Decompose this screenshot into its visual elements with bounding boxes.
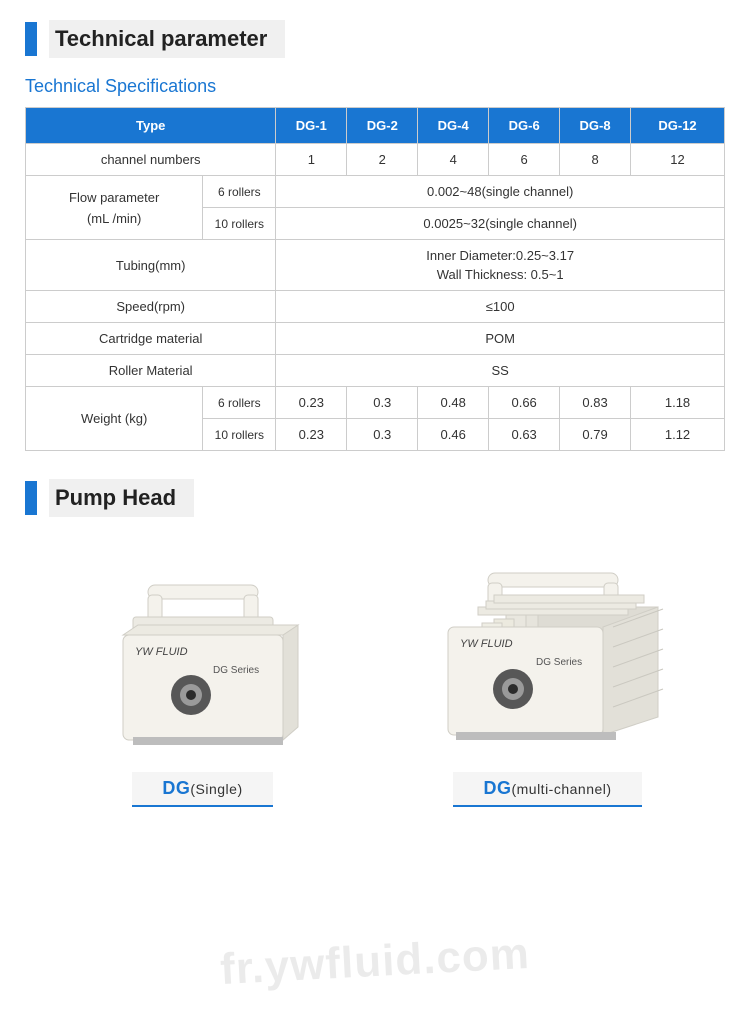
table-header-row: Type DG-1 DG-2 DG-4 DG-6 DG-8 DG-12 bbox=[26, 108, 725, 144]
cell-flow-10-sub: 10 rollers bbox=[203, 208, 276, 240]
pump-single: YW FLUID DG Series DG(Single) bbox=[63, 567, 343, 807]
pump-single-dg: DG bbox=[162, 778, 190, 798]
section-title-pump-head: Pump Head bbox=[49, 479, 194, 517]
th-dg6: DG-6 bbox=[489, 108, 560, 144]
blue-bar-icon bbox=[25, 22, 37, 56]
cell-w6-5: 0.83 bbox=[560, 387, 631, 419]
pump-series-text: DG Series bbox=[213, 665, 259, 676]
row-channel: channel numbers 1 2 4 6 8 12 bbox=[26, 144, 725, 176]
watermark-text: fr.ywfluid.com bbox=[219, 929, 531, 995]
cell-speed-label: Speed(rpm) bbox=[26, 291, 276, 323]
th-dg4: DG-4 bbox=[418, 108, 489, 144]
pump-series-text: DG Series bbox=[536, 657, 582, 668]
row-weight-6: Weight (kg) 6 rollers 0.23 0.3 0.48 0.66… bbox=[26, 387, 725, 419]
cell-flow-6-val: 0.002~48(single channel) bbox=[276, 176, 725, 208]
th-type: Type bbox=[26, 108, 276, 144]
row-speed: Speed(rpm) ≤100 bbox=[26, 291, 725, 323]
cell-w10-3: 0.46 bbox=[418, 419, 489, 451]
row-roller: Roller Material SS bbox=[26, 355, 725, 387]
section-header-pump-head: Pump Head bbox=[25, 479, 750, 517]
cell-flow-label: Flow parameter (mL /min) bbox=[26, 176, 203, 240]
cell-w6-2: 0.3 bbox=[347, 387, 418, 419]
cell-roller-val: SS bbox=[276, 355, 725, 387]
cell-flow-10-val: 0.0025~32(single channel) bbox=[276, 208, 725, 240]
cell-w10-2: 0.3 bbox=[347, 419, 418, 451]
cell-weight-10-sub: 10 rollers bbox=[203, 419, 276, 451]
pump-single-label: DG(Single) bbox=[132, 772, 272, 807]
th-dg8: DG-8 bbox=[560, 108, 631, 144]
pump-single-paren: (Single) bbox=[190, 781, 242, 797]
pump-images-row: YW FLUID DG Series DG(Single) bbox=[30, 567, 720, 807]
cell-cartridge-label: Cartridge material bbox=[26, 323, 276, 355]
cell-w10-1: 0.23 bbox=[276, 419, 347, 451]
cell-channel-4: 4 bbox=[418, 144, 489, 176]
pump-multi-paren: (multi-channel) bbox=[511, 781, 611, 797]
pump-multi-label: DG(multi-channel) bbox=[453, 772, 641, 807]
cell-cartridge-val: POM bbox=[276, 323, 725, 355]
spec-table: Type DG-1 DG-2 DG-4 DG-6 DG-8 DG-12 chan… bbox=[25, 107, 725, 451]
pump-brand-text: YW FLUID bbox=[135, 646, 188, 658]
th-dg12: DG-12 bbox=[631, 108, 725, 144]
th-dg2: DG-2 bbox=[347, 108, 418, 144]
cell-channel-8: 8 bbox=[560, 144, 631, 176]
cell-channel-1: 1 bbox=[276, 144, 347, 176]
flow-label-text: Flow parameter bbox=[30, 190, 198, 205]
pump-multi: YW FLUID DG Series DG(multi-channel) bbox=[408, 567, 688, 807]
cell-tubing-val: Inner Diameter:0.25~3.17 Wall Thickness:… bbox=[276, 240, 725, 291]
cell-tubing-label: Tubing(mm) bbox=[26, 240, 276, 291]
tubing-line2: Wall Thickness: 0.5~1 bbox=[280, 267, 720, 282]
pump-brand-text: YW FLUID bbox=[460, 638, 513, 650]
section-header-tech-param: Technical parameter bbox=[25, 20, 750, 58]
tubing-line1: Inner Diameter:0.25~3.17 bbox=[280, 248, 720, 263]
cell-speed-val: ≤100 bbox=[276, 291, 725, 323]
cell-flow-6-sub: 6 rollers bbox=[203, 176, 276, 208]
cell-channel-label: channel numbers bbox=[26, 144, 276, 176]
subtitle-tech-specs: Technical Specifications bbox=[25, 76, 750, 97]
row-tubing: Tubing(mm) Inner Diameter:0.25~3.17 Wall… bbox=[26, 240, 725, 291]
section-title-tech-param: Technical parameter bbox=[49, 20, 285, 58]
cell-weight-6-sub: 6 rollers bbox=[203, 387, 276, 419]
cell-w6-6: 1.18 bbox=[631, 387, 725, 419]
flow-unit-text: (mL /min) bbox=[30, 211, 198, 226]
cell-roller-label: Roller Material bbox=[26, 355, 276, 387]
cell-channel-12: 12 bbox=[631, 144, 725, 176]
pump-single-image: YW FLUID DG Series bbox=[93, 567, 313, 757]
cell-w10-4: 0.63 bbox=[489, 419, 560, 451]
row-cartridge: Cartridge material POM bbox=[26, 323, 725, 355]
cell-weight-label: Weight (kg) bbox=[26, 387, 203, 451]
cell-channel-6: 6 bbox=[489, 144, 560, 176]
th-dg1: DG-1 bbox=[276, 108, 347, 144]
cell-w10-5: 0.79 bbox=[560, 419, 631, 451]
pump-multi-dg: DG bbox=[483, 778, 511, 798]
cell-w10-6: 1.12 bbox=[631, 419, 725, 451]
cell-w6-1: 0.23 bbox=[276, 387, 347, 419]
row-flow-6: Flow parameter (mL /min) 6 rollers 0.002… bbox=[26, 176, 725, 208]
cell-channel-2: 2 bbox=[347, 144, 418, 176]
cell-w6-4: 0.66 bbox=[489, 387, 560, 419]
pump-multi-image: YW FLUID DG Series bbox=[418, 567, 678, 757]
cell-w6-3: 0.48 bbox=[418, 387, 489, 419]
blue-bar-icon bbox=[25, 481, 37, 515]
